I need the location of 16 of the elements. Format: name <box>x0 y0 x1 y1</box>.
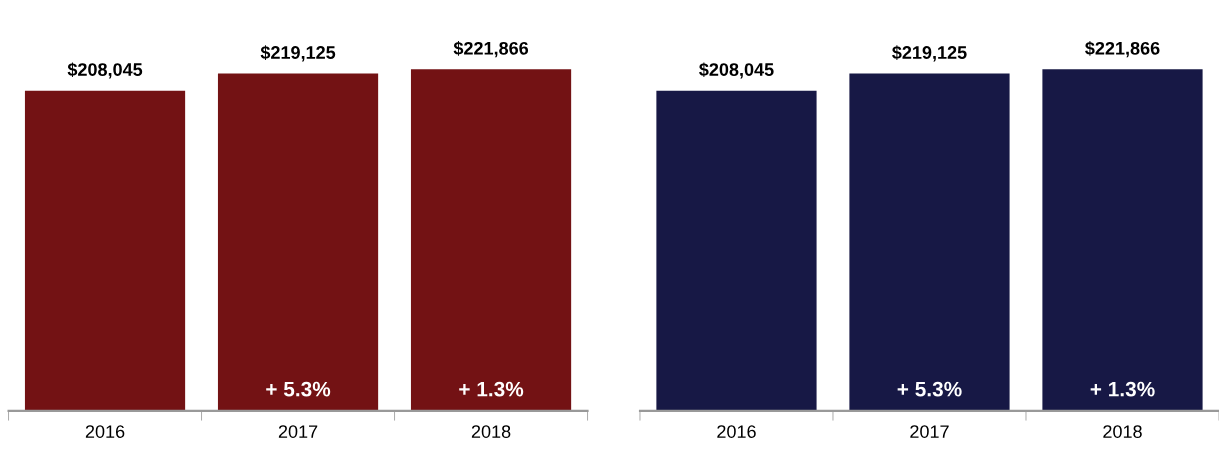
x-tick-label: 2018 <box>471 425 511 438</box>
data-label: $208,045 <box>67 62 143 79</box>
x-tick-label: 2017 <box>278 425 318 438</box>
x-tick-label: 2018 <box>1103 425 1142 438</box>
x-tick-label: 2017 <box>910 425 949 438</box>
annotation: + 5.3% <box>266 381 331 397</box>
x-tick-label: 2016 <box>717 425 756 438</box>
data-label: $221,866 <box>453 41 529 58</box>
data-label: $219,125 <box>892 45 967 62</box>
annotation: + 1.3% <box>1090 381 1155 397</box>
data-label: $219,125 <box>260 45 336 62</box>
annotation: + 1.3% <box>459 381 524 397</box>
x-tick-label: 2016 <box>85 425 125 438</box>
data-label: $221,866 <box>1085 41 1160 58</box>
annotation: + 5.3% <box>897 381 962 397</box>
data-label: $208,045 <box>699 62 774 79</box>
